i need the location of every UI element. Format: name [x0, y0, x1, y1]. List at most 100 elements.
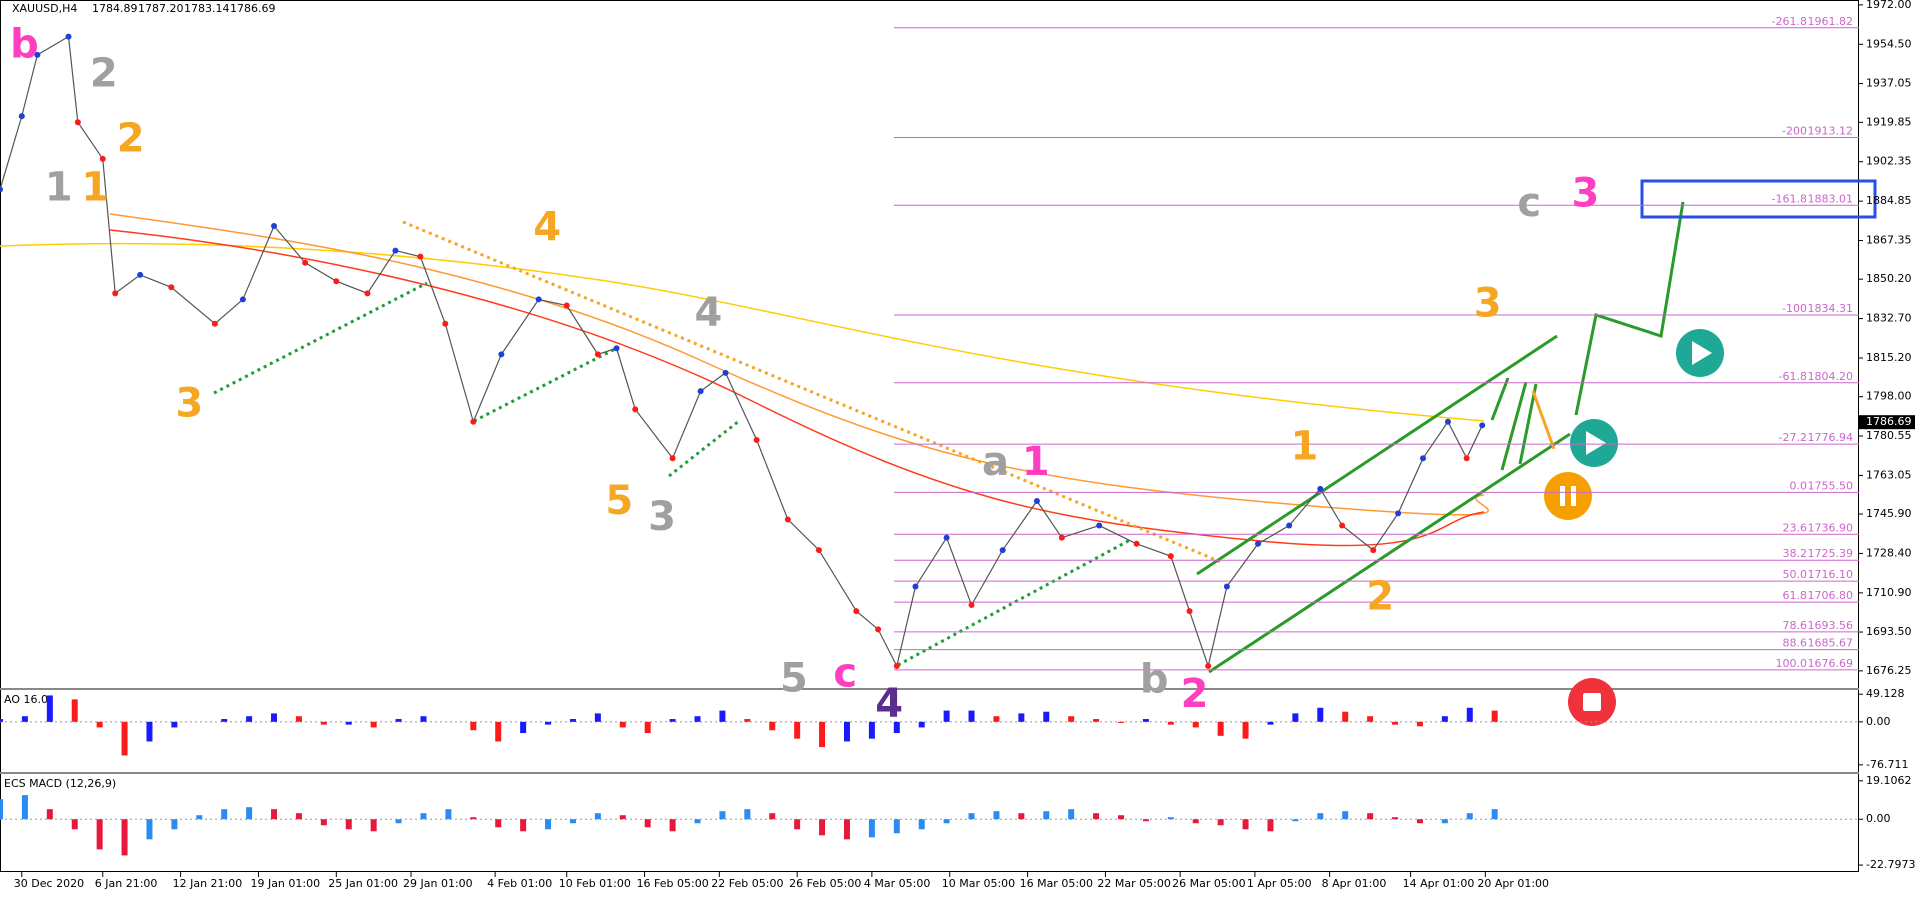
histogram-bar [1118, 815, 1125, 820]
histogram-bar [1192, 819, 1199, 824]
histogram-bar [694, 819, 701, 824]
histogram-bar [1068, 716, 1075, 722]
y-tick-label: 1745.90 [1866, 507, 1912, 520]
fib-ratio: -261.8 [1772, 15, 1807, 28]
histogram-bar [420, 813, 427, 820]
histogram-bar [918, 819, 925, 830]
last-price-box [1859, 415, 1915, 430]
frame [0, 0, 1859, 872]
histogram-bar [1242, 819, 1249, 830]
fib-price: 1706.80 [1808, 589, 1854, 602]
trendline [213, 281, 1131, 667]
histogram-bar [495, 721, 502, 742]
fib-ratio: -27.2 [1779, 431, 1807, 444]
histogram-bar [868, 721, 875, 739]
wave-label: b [1140, 657, 1169, 703]
histogram-bar [1093, 813, 1100, 820]
price-point [1444, 418, 1451, 425]
histogram-bar [1242, 721, 1249, 739]
histogram-bar [1466, 813, 1473, 820]
histogram-bar [1466, 707, 1473, 722]
y-tick-label: 1798.00 [1866, 390, 1912, 403]
price-point [1058, 534, 1065, 541]
fib-ratio: 88.6 [1783, 637, 1808, 650]
histogram-bar [395, 819, 402, 824]
price-point [853, 608, 860, 615]
price-point [1096, 522, 1103, 529]
y-tick-label: 1972.00 [1866, 0, 1912, 11]
histogram-bar [893, 819, 900, 834]
histogram-bar [1491, 710, 1498, 722]
histogram-bar [470, 817, 477, 820]
price-point [18, 113, 25, 120]
ohlc-value: 1783.14 [184, 2, 230, 15]
histogram-bar [1192, 721, 1199, 728]
histogram-bar [21, 795, 28, 820]
fib-ratio: -61.8 [1779, 370, 1807, 383]
x-tick-label: 20 Apr 01:00 [1477, 877, 1549, 890]
histogram-bar [619, 815, 626, 820]
price-point [271, 223, 278, 230]
y-tick-label: 1693.50 [1866, 625, 1912, 638]
x-tick-label: 16 Feb 05:00 [637, 877, 709, 890]
histogram-bar [594, 813, 601, 820]
fib-price: 1834.31 [1808, 302, 1854, 315]
fib-ratio: -161.8 [1772, 192, 1807, 205]
fib-price: 1755.50 [1808, 479, 1854, 492]
moving-average [109, 213, 1489, 516]
histogram-bar [445, 809, 452, 820]
y-tick-label: 1954.50 [1866, 37, 1912, 50]
histogram-bar [1043, 811, 1050, 820]
target-box [1640, 179, 1877, 219]
fib-ratio: 61.8 [1783, 589, 1808, 602]
histogram-bar [893, 721, 900, 734]
histogram-bar [71, 819, 78, 830]
price-point [722, 369, 729, 376]
price-point [912, 583, 919, 590]
histogram-bar [71, 699, 78, 722]
histogram-bar [719, 811, 726, 820]
histogram-bar [1292, 819, 1299, 822]
histogram-bar [993, 811, 1000, 820]
price-point [875, 626, 882, 633]
histogram-bar [171, 819, 178, 830]
wave-label: 3 [648, 494, 676, 540]
histogram-bar [1043, 711, 1050, 722]
histogram-bar [1217, 819, 1224, 826]
y-tick-label: -76.711 [1866, 758, 1908, 771]
price-point [1133, 540, 1140, 547]
histogram-bar [470, 721, 477, 731]
price-point [943, 534, 950, 541]
y-tick-label: 0.00 [1866, 812, 1891, 825]
price-point [1479, 422, 1486, 429]
y-tick-label: 1884.85 [1866, 194, 1912, 207]
histogram-bar [819, 721, 826, 748]
price-point [1167, 553, 1174, 560]
histogram-bar [1441, 819, 1448, 824]
x-tick-label: 14 Apr 01:00 [1403, 877, 1475, 890]
histogram-bar [370, 819, 377, 832]
x-tick-label: 1 Apr 05:00 [1247, 877, 1312, 890]
price-point [1395, 510, 1402, 517]
price-point [1033, 497, 1040, 504]
histogram-bar [943, 710, 950, 722]
price-point [1317, 485, 1324, 492]
price-point [417, 253, 424, 260]
x-tick-label: 10 Mar 05:00 [942, 877, 1015, 890]
fib-ratio: 0.0 [1790, 479, 1808, 492]
histogram-bar [569, 719, 576, 722]
wave-label: 4 [875, 681, 903, 727]
histogram-bar [271, 809, 278, 820]
histogram-bar [96, 721, 103, 728]
x-tick-label: 19 Jan 01:00 [250, 877, 320, 890]
y-tick-label: 1815.20 [1866, 351, 1912, 364]
histogram-bar [1018, 813, 1025, 820]
histogram-bar [1267, 721, 1274, 725]
x-tick-label: 26 Feb 05:00 [789, 877, 861, 890]
price-point [1186, 608, 1193, 615]
histogram-bar [719, 710, 726, 722]
price-point [535, 296, 542, 303]
histogram-bar [1142, 819, 1149, 822]
y-tick-label: 1937.05 [1866, 77, 1912, 90]
wave-label: 2 [1181, 671, 1209, 717]
